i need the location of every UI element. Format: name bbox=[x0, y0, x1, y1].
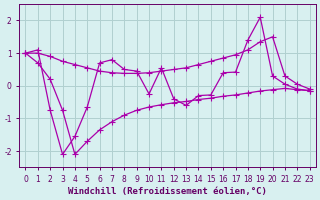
X-axis label: Windchill (Refroidissement éolien,°C): Windchill (Refroidissement éolien,°C) bbox=[68, 187, 267, 196]
